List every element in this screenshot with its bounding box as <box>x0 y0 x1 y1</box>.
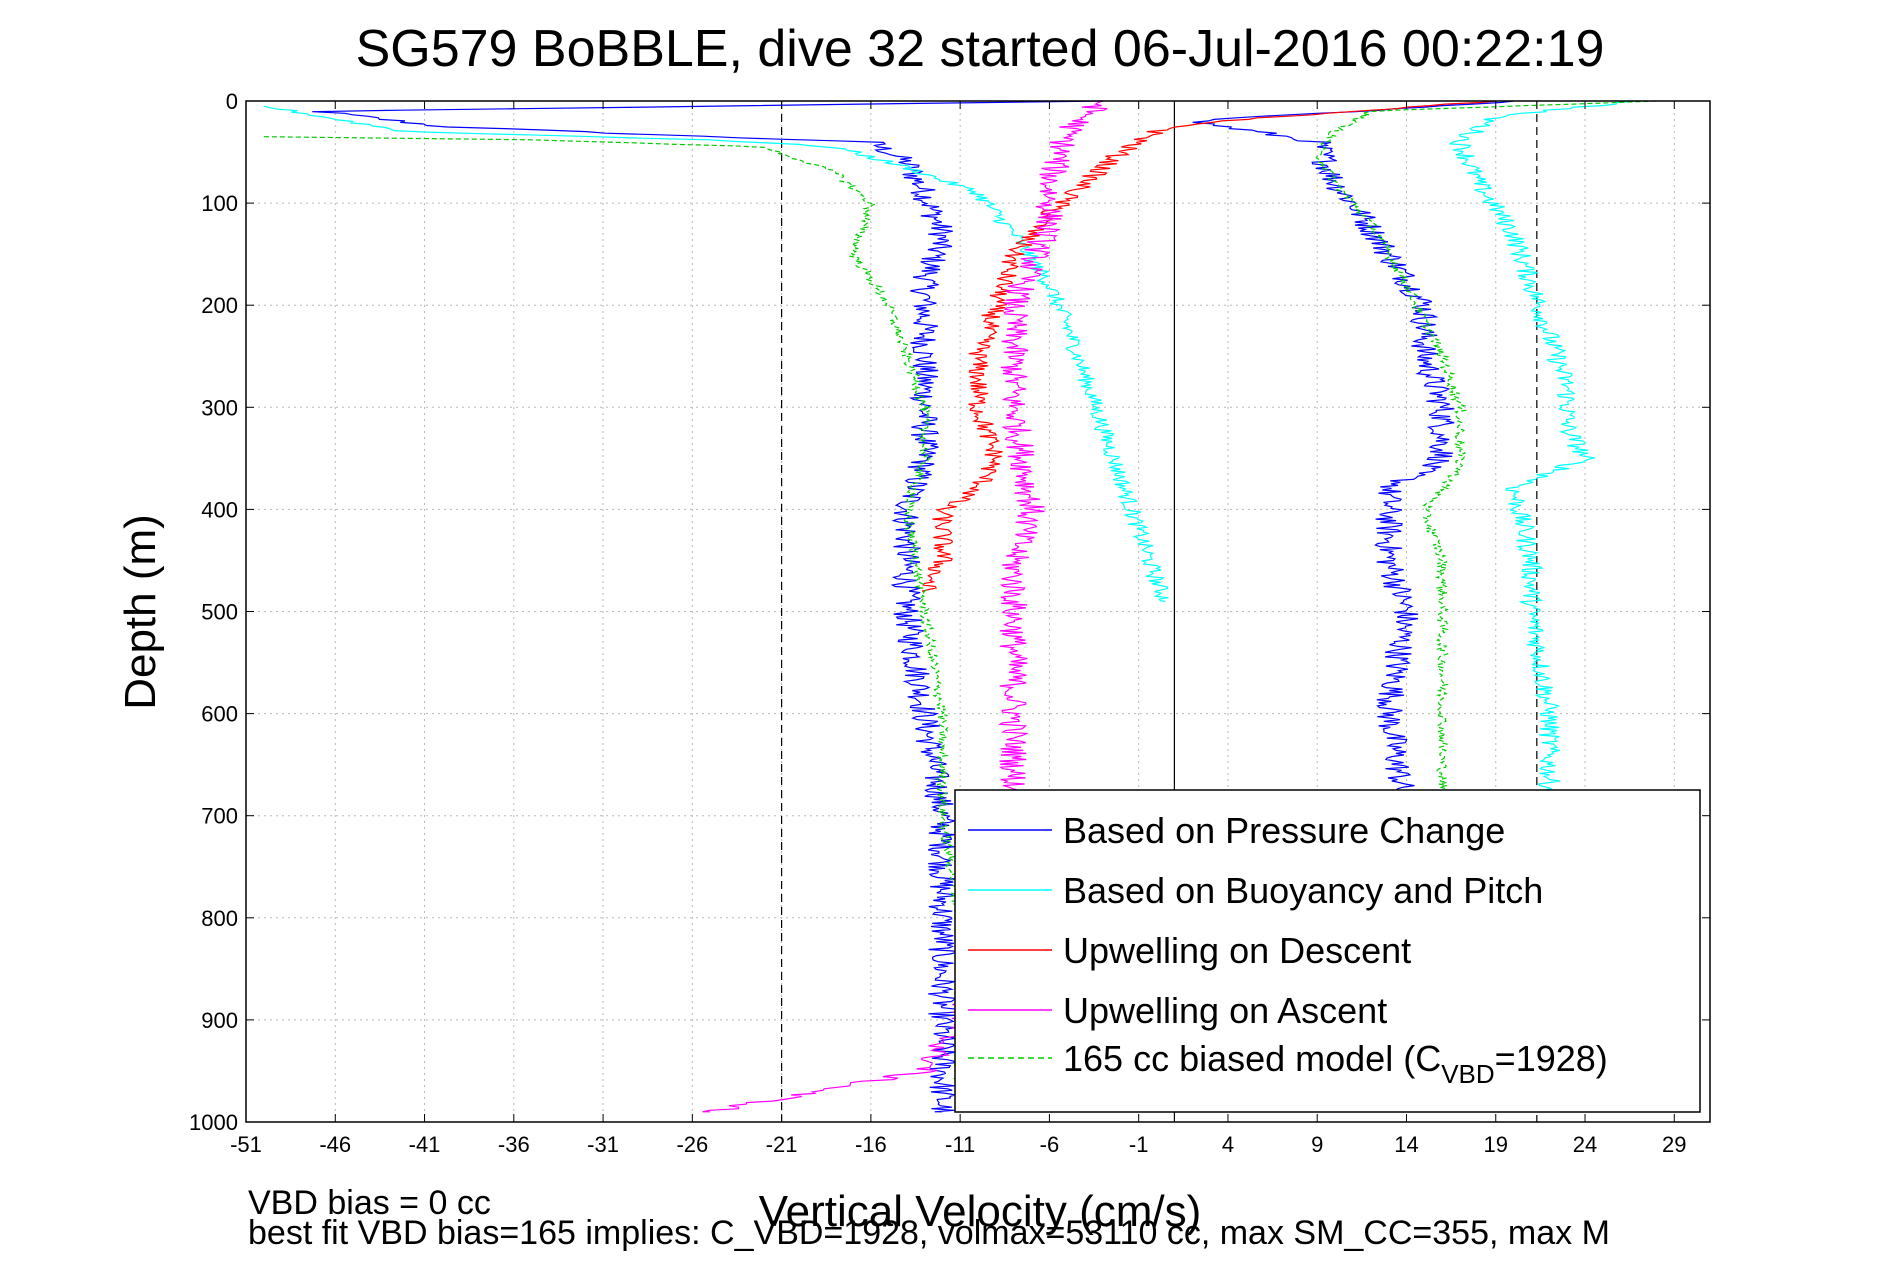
x-tick-label: 14 <box>1394 1132 1418 1157</box>
x-tick-label: 4 <box>1222 1132 1234 1157</box>
x-tick-label: -16 <box>855 1132 887 1157</box>
x-tick-label: -26 <box>676 1132 708 1157</box>
y-tick-label: 800 <box>201 906 238 931</box>
y-tick-label: 100 <box>201 191 238 216</box>
x-tick-label: -31 <box>587 1132 619 1157</box>
y-tick-label: 300 <box>201 395 238 420</box>
legend-label-pressure: Based on Pressure Change <box>1063 810 1505 851</box>
axis-ticks: -51 -46 -41 -36 -31 -26 -21 -16 -11 -6 -1 4 9 14 19 24 2… <box>189 89 1710 1157</box>
x-tick-label: 9 <box>1311 1132 1323 1157</box>
x-tick-label: -6 <box>1040 1132 1060 1157</box>
legend-label-model: 165 cc biased model (CVBD=1928) <box>1063 1038 1608 1089</box>
y-axis-label: Depth (m) <box>116 514 165 710</box>
legend: Based on Pressure Change Based on Buoyan… <box>954 789 1701 1113</box>
x-tick-label: -21 <box>766 1132 798 1157</box>
x-tick-label: -11 <box>945 1132 975 1157</box>
x-axis-label: Vertical Velocity (cm/s) <box>759 1187 1202 1236</box>
series-line-0 <box>312 100 1104 1113</box>
y-tick-label: 900 <box>201 1008 238 1033</box>
y-tick-label: 700 <box>201 804 238 829</box>
series-line-2 <box>263 105 1169 602</box>
x-tick-label: -51 <box>230 1132 262 1157</box>
series-line-4 <box>921 100 1496 592</box>
y-tick-label: 1000 <box>189 1110 238 1135</box>
vbd-bias-note: VBD bias = 0 cc <box>248 1184 491 1222</box>
best-fit-note: best fit VBD bias=165 implies: C_VBD=192… <box>248 1214 1610 1252</box>
y-tick-label: 400 <box>201 497 238 522</box>
y-tick-label: 600 <box>201 702 238 727</box>
x-tick-label: -41 <box>409 1132 441 1157</box>
x-tick-label: 24 <box>1573 1132 1597 1157</box>
x-tick-label: -46 <box>319 1132 351 1157</box>
chart-title: SG579 BoBBLE, dive 32 started 06-Jul-201… <box>356 20 1605 78</box>
legend-box <box>954 789 1701 1113</box>
legend-label-descent: Upwelling on Descent <box>1063 930 1411 971</box>
y-tick-label: 500 <box>201 600 238 625</box>
x-tick-label: -36 <box>498 1132 530 1157</box>
x-tick-label: 29 <box>1662 1132 1686 1157</box>
y-tick-label: 200 <box>201 293 238 318</box>
x-tick-label: 19 <box>1484 1132 1508 1157</box>
legend-label-ascent: Upwelling on Ascent <box>1063 990 1387 1031</box>
x-tick-label: -1 <box>1129 1132 1149 1157</box>
legend-label-buoyancy: Based on Buoyancy and Pitch <box>1063 870 1543 911</box>
y-tick-label: 0 <box>226 89 238 114</box>
